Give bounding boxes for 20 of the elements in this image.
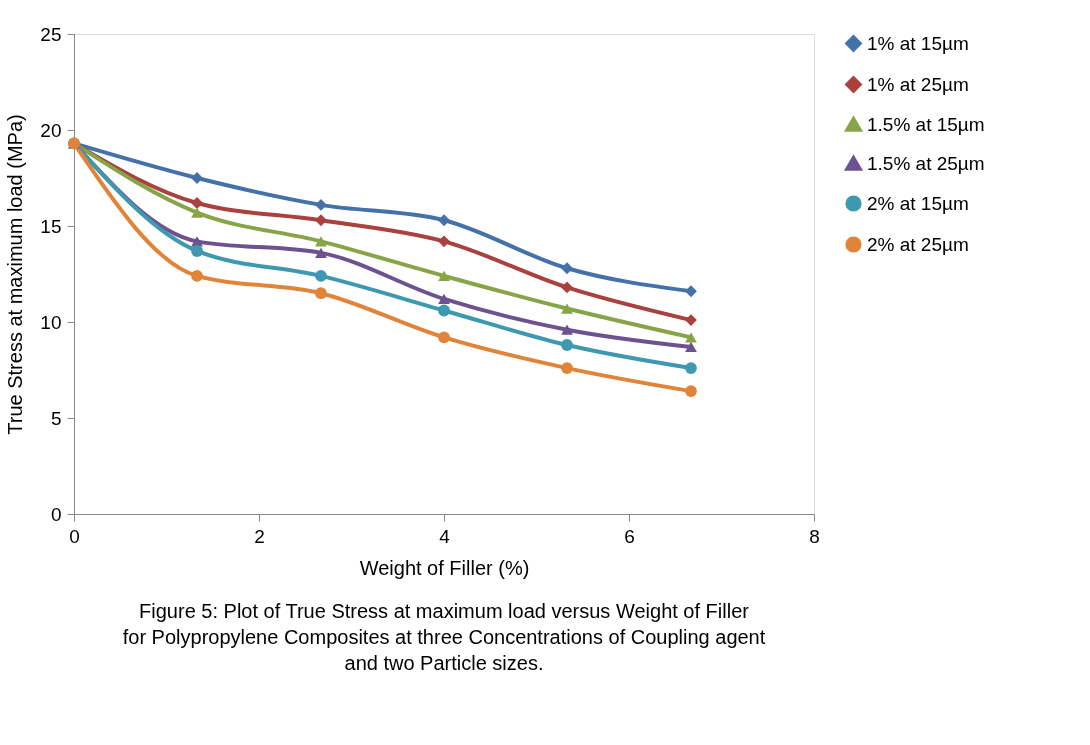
y-tick-label: 25 bbox=[40, 23, 62, 45]
legend-label: 1.5% at 15µm bbox=[867, 113, 985, 135]
legend-label: 1% at 15µm bbox=[867, 32, 969, 54]
y-tick-label: 20 bbox=[40, 119, 62, 141]
caption: Figure 5: Plot of True Stress at maximum load versus Weight of Filler for Polypropylene Composites at three Concentrations of Coupling agent and two Particle sizes. bbox=[122, 600, 766, 674]
y-tick-label: 0 bbox=[50, 503, 62, 525]
x-tick-label: 4 bbox=[439, 525, 451, 547]
legend-label: 1% at 25µm bbox=[867, 73, 969, 95]
y-tick-label: 10 bbox=[40, 311, 62, 333]
x-axis-title: Weight of Filler (%) bbox=[359, 556, 530, 579]
x-tick-label: 6 bbox=[624, 525, 635, 547]
legend-label: 1.5% at 25µm bbox=[867, 152, 985, 174]
legend-label: 2% at 25µm bbox=[867, 233, 969, 255]
x-tick-label: 0 bbox=[69, 525, 80, 547]
y-tick-label: 5 bbox=[50, 407, 62, 429]
y-axis-title: True Stress at maximum load (MPa) bbox=[4, 114, 27, 435]
x-tick-label: 8 bbox=[809, 525, 820, 547]
legend-label: 2% at 15µm bbox=[867, 192, 969, 214]
y-tick-label: 15 bbox=[40, 215, 62, 237]
x-tick-label: 2 bbox=[254, 525, 265, 547]
